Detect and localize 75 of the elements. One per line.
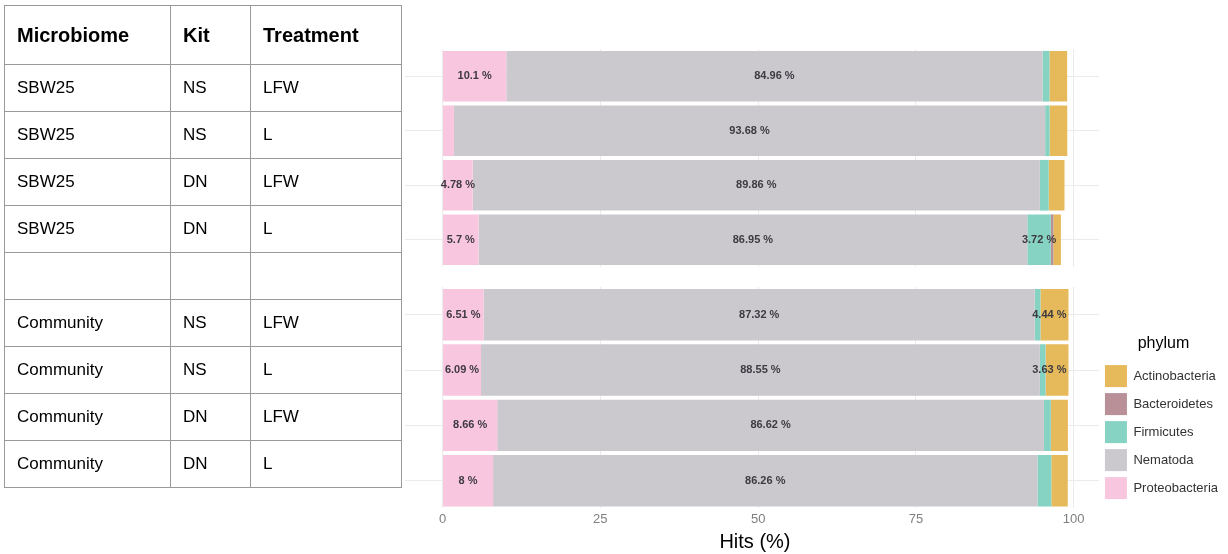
text: Treatment bbox=[250, 5, 402, 65]
text: NS bbox=[170, 111, 251, 159]
text: L bbox=[250, 111, 402, 159]
data-label: 89.86 % bbox=[736, 178, 777, 191]
data-label: 86.62 % bbox=[750, 418, 791, 431]
x-tick-label: 100 bbox=[1062, 510, 1085, 526]
text: L bbox=[250, 440, 402, 488]
legend-label: Firmicutes bbox=[1133, 423, 1194, 439]
text: Microbiome bbox=[4, 5, 171, 65]
text: Community bbox=[4, 393, 171, 441]
text: Community bbox=[4, 440, 171, 488]
bar bbox=[443, 50, 507, 102]
text: LFW bbox=[250, 158, 402, 206]
legend-label: Proteobacteria bbox=[1133, 479, 1219, 495]
text: SBW25 bbox=[4, 64, 171, 112]
x-tick-label: 0 bbox=[438, 510, 447, 526]
bar bbox=[1048, 159, 1065, 211]
bar bbox=[1045, 105, 1050, 157]
data-label: 84.96 % bbox=[754, 69, 795, 82]
legend-title: phylum bbox=[1137, 334, 1190, 352]
data-label: 4.78 % bbox=[440, 178, 476, 191]
text: DN bbox=[170, 440, 251, 488]
text: NS bbox=[170, 64, 251, 112]
text: SBW25 bbox=[4, 158, 171, 206]
text: DN bbox=[170, 205, 251, 253]
text: LFW bbox=[250, 393, 402, 441]
data-label: 8.66 % bbox=[453, 418, 488, 431]
legend-label: Bacteroidetes bbox=[1133, 395, 1214, 411]
text: Kit bbox=[170, 5, 251, 65]
text: LFW bbox=[250, 299, 402, 347]
text: NS bbox=[170, 299, 251, 347]
bar bbox=[1037, 454, 1052, 507]
data-label: 6.09 % bbox=[444, 363, 480, 376]
bar bbox=[1051, 454, 1068, 507]
data-label: 5.7 % bbox=[446, 232, 476, 245]
bar bbox=[443, 105, 454, 157]
bar bbox=[453, 105, 1046, 157]
data-label: 87.32 % bbox=[739, 307, 780, 320]
bar bbox=[1039, 159, 1049, 211]
bar bbox=[1049, 105, 1068, 157]
data-label: 93.68 % bbox=[729, 123, 770, 136]
bar bbox=[497, 399, 1044, 452]
x-tick-label: 75 bbox=[908, 510, 924, 526]
data-label: 10.1 % bbox=[457, 69, 493, 82]
data-label: 86.26 % bbox=[745, 473, 786, 486]
bar bbox=[443, 159, 473, 211]
x-tick-label: 50 bbox=[750, 510, 766, 526]
text: Community bbox=[4, 299, 171, 347]
x-tick-label: 25 bbox=[593, 510, 608, 526]
bar bbox=[493, 454, 1038, 507]
bar bbox=[1049, 50, 1068, 102]
bar bbox=[443, 214, 479, 266]
bar bbox=[443, 399, 498, 452]
data-label: 86.95 % bbox=[732, 232, 774, 245]
bar bbox=[506, 50, 1043, 102]
data-label: 8 % bbox=[458, 473, 478, 486]
data-label: 88.55 % bbox=[740, 363, 781, 376]
text: NS bbox=[170, 346, 251, 394]
data-label: 6.51 % bbox=[446, 307, 481, 320]
bar bbox=[443, 288, 484, 341]
x-axis-title: Hits (%) bbox=[719, 529, 791, 552]
text: DN bbox=[170, 393, 251, 441]
legend-label: Nematoda bbox=[1133, 451, 1195, 467]
text: L bbox=[250, 346, 402, 394]
text: DN bbox=[170, 158, 251, 206]
legend-label: Actinobacteria bbox=[1133, 367, 1217, 383]
text: Community bbox=[4, 346, 171, 394]
bar bbox=[1043, 399, 1051, 452]
text: SBW25 bbox=[4, 111, 171, 159]
bar bbox=[1050, 399, 1068, 452]
bar bbox=[443, 344, 481, 396]
text: SBW25 bbox=[4, 205, 171, 253]
text: LFW bbox=[250, 64, 402, 112]
bar bbox=[443, 454, 494, 507]
text: L bbox=[250, 205, 402, 253]
